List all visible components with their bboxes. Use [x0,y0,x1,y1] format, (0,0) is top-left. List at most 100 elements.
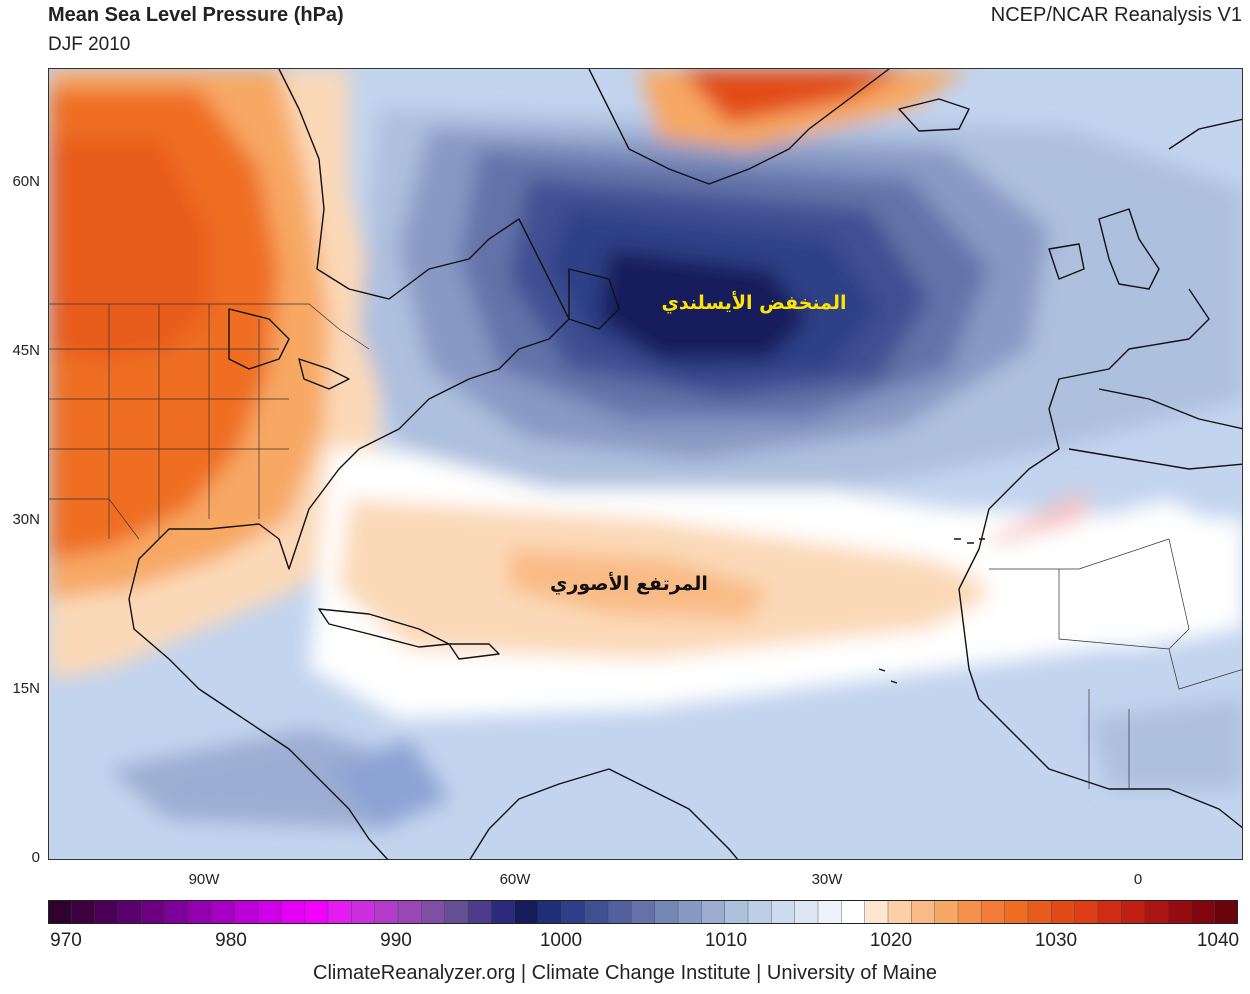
colorbar-label-990: 990 [380,930,412,951]
state-grid [49,304,289,539]
us-canada-border [49,303,370,350]
colorbar-swatch [117,900,143,924]
colorbar-swatch [48,900,73,924]
coastlines [128,69,1242,859]
colorbar-swatch [1121,900,1146,924]
chart-title: Mean Sea Level Pressure (hPa) [48,4,344,26]
colorbar-swatch [1214,900,1238,924]
pressure-field [49,69,1242,829]
lon-label-30w: 30W [811,871,843,888]
colorbar-swatch [864,900,889,924]
colorbar-swatch [94,900,119,924]
azores-high-core [509,549,769,619]
colorbar-swatch [747,900,773,924]
icelandic-low-label: المنخفض الأيسلندي [661,291,846,315]
colorbar-swatch [841,900,866,924]
sahara-neutral [979,499,1242,649]
british-isles [1048,208,1160,290]
colorbar-swatch [957,900,983,924]
colorbar-label-1010: 1010 [704,930,748,951]
azores-high-label: المرتفع الأصوري [550,572,708,596]
canary-islands [954,538,985,544]
colorbar-swatch [771,900,796,924]
greenland-high-core [679,69,909,124]
colorbar-swatch [187,900,213,924]
colorbar-swatch [701,900,726,924]
colorbar-swatch [304,900,329,924]
colorbar-swatch [421,900,446,924]
colorbar-label-970: 970 [50,930,82,951]
colorbar-label-1040: 1040 [1196,930,1240,951]
colorbar-swatch [444,900,469,924]
colorbar-swatch [1074,900,1099,924]
colorbar-swatch [281,900,306,924]
data-source: NCEP/NCAR Reanalysis V1 [990,4,1242,26]
lat-label-0: 0 [31,849,40,866]
colorbar-swatch [677,900,703,924]
colorbar-swatch [374,900,399,924]
colorbar-swatch [817,900,843,924]
footer-credits: ClimateReanalyzer.org | Climate Change I… [313,962,937,984]
colorbar-swatch [607,900,633,924]
iceland [898,98,970,132]
north-america-coast [128,69,570,859]
hispaniola [448,643,500,660]
colorbar-label-1020: 1020 [869,930,913,951]
lon-label-90w: 90W [188,871,220,888]
chart-subtitle: DJF 2010 [48,34,131,55]
great-lakes [228,308,350,390]
colorbar [48,900,1238,924]
colorbar-swatch [724,900,749,924]
lat-label-45n: 45N [12,342,40,359]
colorbar-swatch [141,900,166,924]
africa-borders [989,538,1242,789]
colorbar-swatch [1097,900,1123,924]
borders [49,303,1242,789]
colorbar-swatch [631,900,656,924]
colorbar-swatch [1167,900,1193,924]
colorbar-swatch [327,900,353,924]
colorbar-label-1030: 1030 [1034,930,1078,951]
colorbar-swatch [211,900,236,924]
colorbar-swatch [981,900,1006,924]
mediterranean [1068,388,1242,470]
colorbar-swatch [561,900,586,924]
lat-label-60n: 60N [12,173,40,190]
lon-label-0: 0 [1133,871,1143,888]
pressure-map: المنخفض الأيسلندي المرتفع الأصوري [48,68,1243,860]
lon-label-60w: 60W [499,871,531,888]
tropical-low-caribbean [329,739,449,829]
icelandic-low-core [599,249,809,359]
colorbar-swatch [351,900,376,924]
lat-label-30n: 30N [12,511,40,528]
colorbar-swatch [934,900,959,924]
colorbar-label-980: 980 [215,930,247,951]
colorbar-swatch [467,900,493,924]
cuba [318,608,450,648]
south-america-coast [469,768,739,859]
colorbar-swatch [234,900,259,924]
newfoundland [568,268,620,330]
europe-coast [958,118,1242,829]
colorbar-swatch [71,900,96,924]
colorbar-swatch [257,900,283,924]
colorbar-swatch [911,900,936,924]
colorbar-border [48,900,1238,924]
tropical-low-pacific [109,729,429,829]
colorbar-swatch [491,900,516,924]
tropical-low-africa [1089,699,1242,789]
cape-verde [878,668,898,684]
colorbar-swatch [654,900,679,924]
colorbar-swatch [514,900,539,924]
colorbar-swatch [1004,900,1029,924]
colorbar-label-1000: 1000 [539,930,583,951]
colorbar-swatch [397,900,423,924]
colorbar-swatch [164,900,189,924]
colorbar-swatch [537,900,563,924]
greenland-coast [588,69,890,185]
colorbar-swatch [1144,900,1169,924]
colorbar-swatch [584,900,609,924]
lat-label-15n: 15N [12,680,40,697]
colorbar-swatch [887,900,913,924]
colorbar-swatch [794,900,819,924]
